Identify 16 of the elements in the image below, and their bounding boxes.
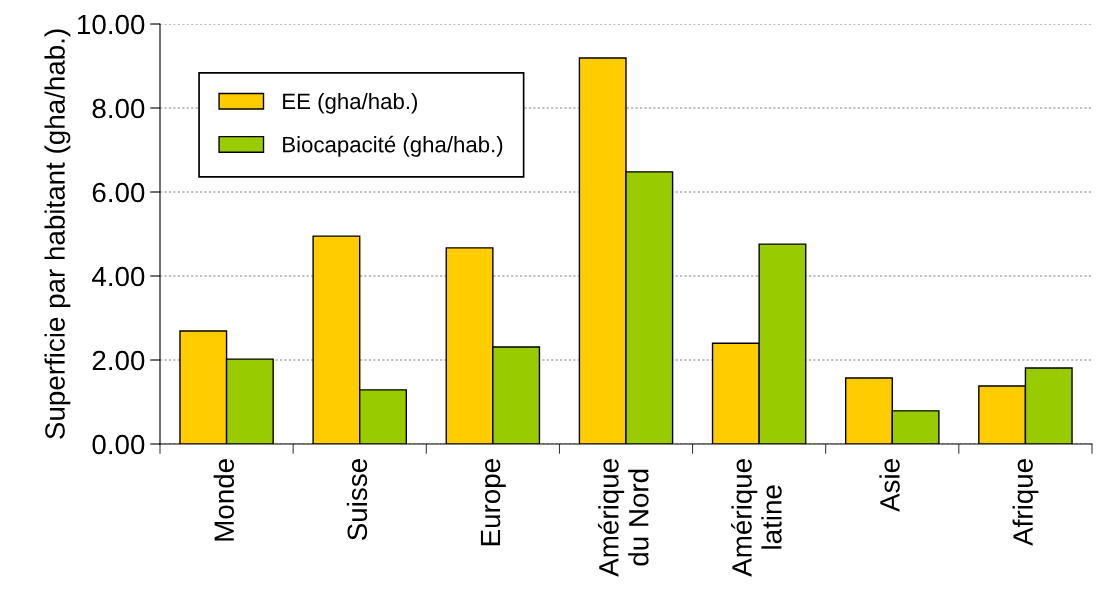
x-tick-label: Monde [213, 459, 235, 541]
legend-label: Biocapacité (gha/hab.) [283, 135, 503, 157]
y-tick-label: 10.00 [78, 14, 145, 35]
y-axis-title: Superficie par habitant (gha/hab.) [44, 29, 71, 439]
x-tick-label: Asie [879, 459, 900, 512]
y-tick-label: 0.00 [92, 434, 145, 455]
y-tick-label: 6.00 [92, 182, 145, 203]
y-tick-label: 2.00 [92, 350, 145, 371]
y-tick-label: 4.00 [92, 266, 145, 287]
legend-label: EE (gha/hab.) [283, 92, 418, 114]
x-tick-label: Afrique [1012, 459, 1039, 546]
x-tick-label: Europe [480, 459, 506, 546]
x-tick-label: Suisse [346, 459, 368, 540]
y-tick-label: 8.00 [92, 98, 145, 119]
x-tick-label: Amérique latine [731, 459, 782, 577]
x-tick-label: Amérique du Nord [597, 459, 649, 577]
